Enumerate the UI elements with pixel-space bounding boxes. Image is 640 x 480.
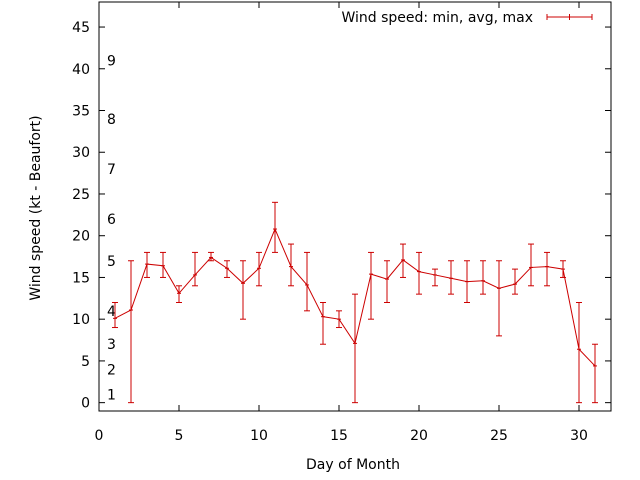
beaufort-label: 4 (107, 304, 116, 320)
y-tick-label: 45 (72, 20, 90, 36)
x-tick-label: 15 (330, 428, 348, 444)
plot-frame (98, 1, 612, 412)
x-tick-label: 25 (490, 428, 508, 444)
beaufort-label: 5 (107, 254, 116, 270)
beaufort-label: 1 (107, 387, 116, 403)
legend: Wind speed: min, avg, max (341, 10, 593, 26)
y-tick-label: 30 (72, 145, 90, 161)
series-wind-speed (112, 201, 598, 404)
y-tick-label: 15 (72, 270, 90, 286)
y-tick-label: 0 (81, 396, 90, 412)
x-tick-label: 20 (410, 428, 428, 444)
beaufort-label: 7 (107, 162, 116, 178)
y-tick-label: 10 (72, 312, 90, 328)
legend-label: Wind speed: min, avg, max (341, 10, 533, 26)
beaufort-label: 2 (107, 362, 116, 378)
beaufort-label: 3 (107, 337, 116, 353)
x-tick-label: 30 (570, 428, 588, 444)
x-axis-label: Day of Month (306, 457, 400, 473)
x-tick-label: 5 (175, 428, 184, 444)
x-tick-label: 10 (250, 428, 268, 444)
y-tick-label: 20 (72, 229, 90, 245)
beaufort-scale-labels: 1 2 3 4 5 6 7 8 9 (107, 53, 116, 403)
y-tick-label: 5 (81, 354, 90, 370)
beaufort-label: 8 (107, 112, 116, 128)
beaufort-label: 9 (107, 53, 116, 69)
plot-border (98, 1, 612, 412)
y-tick-label: 25 (72, 187, 90, 203)
y-tick-label: 35 (72, 104, 90, 120)
y-tick-label: 40 (72, 62, 90, 78)
beaufort-label: 6 (107, 212, 116, 228)
x-tick-label: 0 (95, 428, 104, 444)
y-axis-label: Wind speed (kt - Beaufort) (28, 115, 44, 300)
